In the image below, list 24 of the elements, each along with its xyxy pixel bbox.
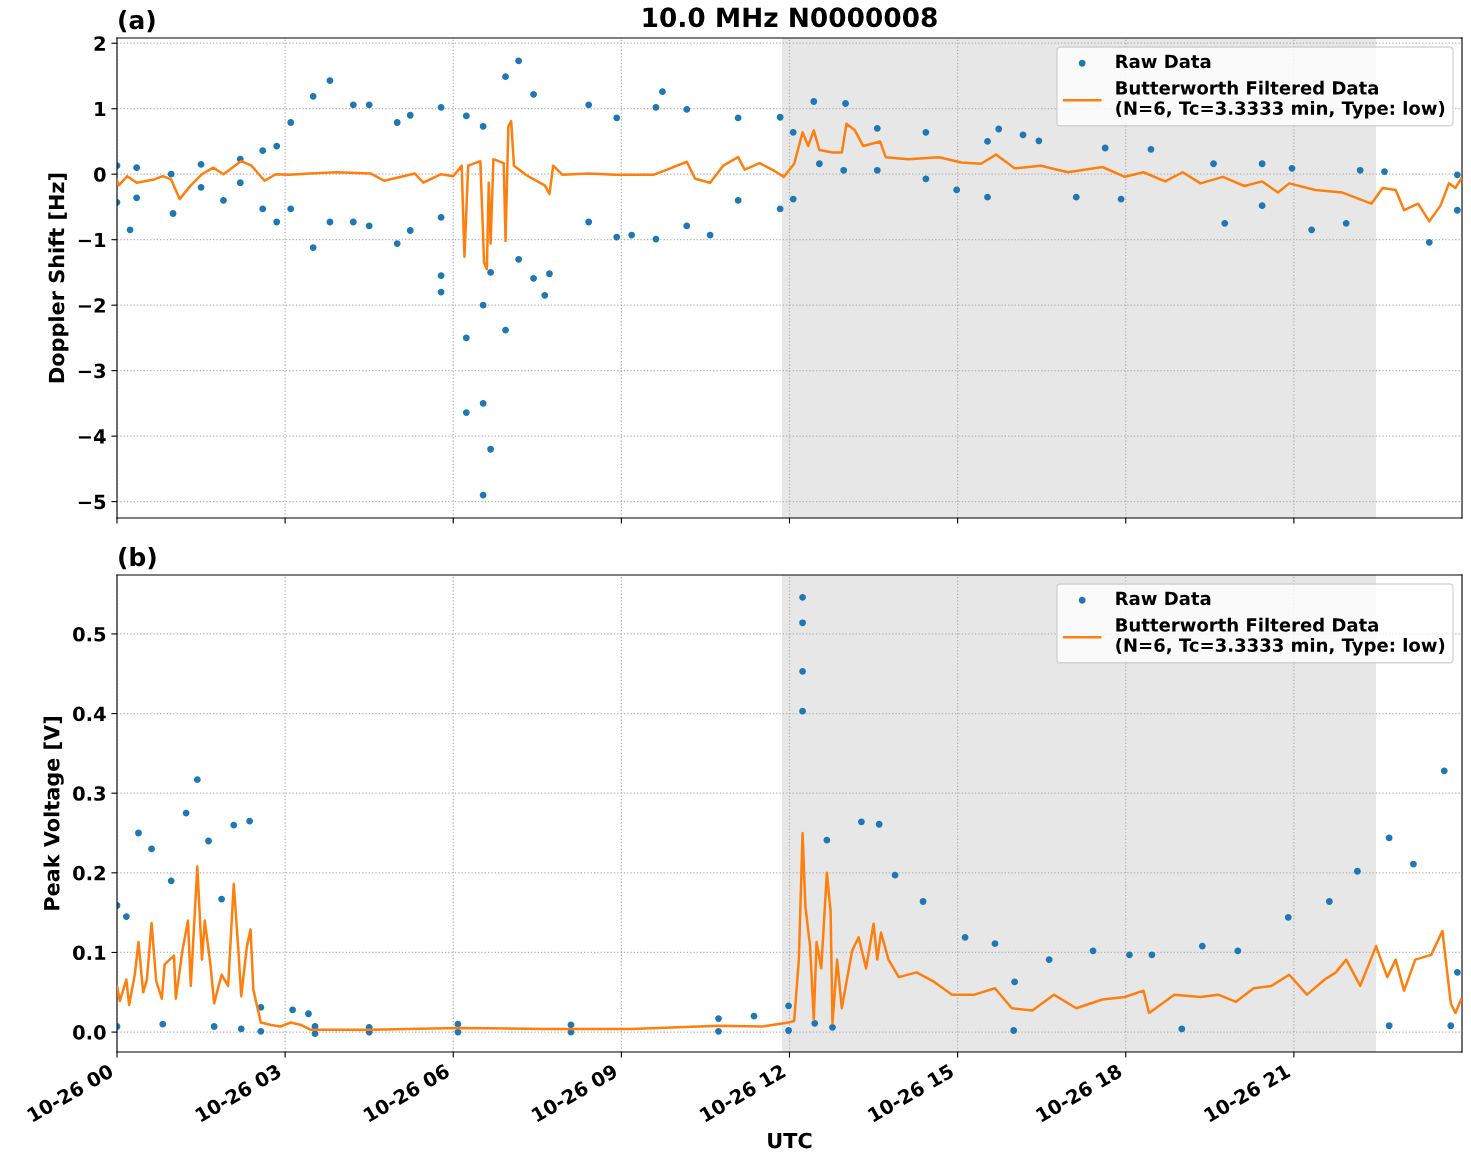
- y-tick-label: −3: [78, 363, 106, 379]
- y-tick-label: 0.5: [73, 626, 106, 642]
- y-tick-label: 0.2: [73, 865, 105, 881]
- y-axis-title: Peak Voltage [V]: [43, 717, 64, 910]
- text: (b): [119, 546, 156, 570]
- y-tick-label: 0.1: [73, 945, 106, 961]
- y-tick-label: 2: [94, 36, 105, 51]
- y-tick-label: 0.4: [73, 706, 106, 722]
- y-tick-label: −5: [78, 494, 106, 510]
- y-tick-label: −2: [78, 298, 105, 313]
- legend-label: Raw Data: [1116, 54, 1211, 69]
- legend-label: Butterworth Filtered Data (N=6, Tc=3.3333 min, Type: low): [1116, 80, 1445, 119]
- legend-label: Butterworth Filtered Data (N=6, Tc=3.3333 min, Type: low): [1116, 617, 1445, 656]
- x-axis-title: UTC: [768, 1132, 812, 1149]
- legend-label: Raw Data: [1116, 591, 1211, 606]
- y-tick-label: −4: [78, 429, 106, 444]
- y-tick-label: −1: [78, 232, 106, 248]
- text: (a): [119, 9, 155, 33]
- y-axis-title: Doppler Shift [Hz]: [48, 173, 69, 383]
- chart-title: 10.0 MHz N0000008: [643, 7, 937, 28]
- y-tick-label: 0.0: [73, 1025, 106, 1040]
- y-tick-label: 0.3: [73, 786, 106, 801]
- y-tick-label: 0: [93, 167, 106, 182]
- y-tick-label: 1: [95, 101, 106, 117]
